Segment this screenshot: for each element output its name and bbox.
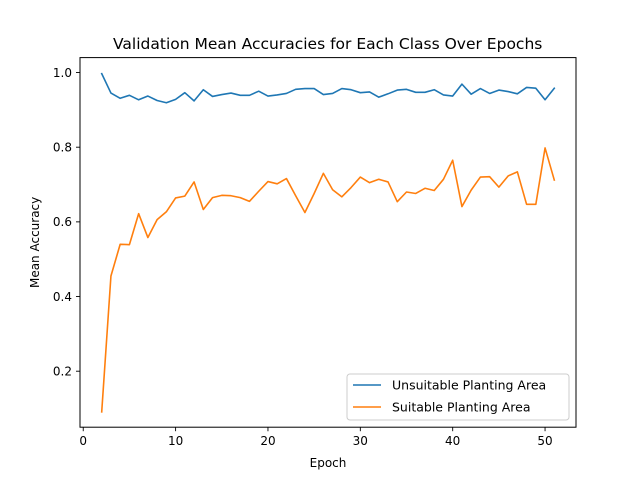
y-tick-label: 0.6 bbox=[53, 215, 72, 229]
legend-label-unsuitable: Unsuitable Planting Area bbox=[392, 378, 546, 393]
x-axis: 0 10 20 30 40 50 bbox=[79, 427, 553, 448]
series-line-unsuitable bbox=[100, 72, 556, 104]
legend-label-suitable: Suitable Planting Area bbox=[392, 400, 531, 415]
y-tick-label: 0.4 bbox=[53, 290, 72, 304]
y-tick-label: 1.0 bbox=[53, 66, 72, 80]
series-line-suitable bbox=[100, 147, 556, 413]
legend: Unsuitable Planting Area Suitable Planti… bbox=[346, 373, 570, 421]
plot-frame bbox=[79, 57, 577, 428]
x-axis-label: Epoch bbox=[310, 456, 347, 470]
legend-box bbox=[346, 373, 570, 421]
x-tick-label: 0 bbox=[79, 434, 87, 448]
y-tick-label: 0.2 bbox=[53, 365, 72, 379]
series-lines bbox=[100, 72, 556, 413]
x-tick-label: 10 bbox=[168, 434, 183, 448]
y-tick-label: 0.8 bbox=[53, 141, 72, 155]
chart-title: Validation Mean Accuracies for Each Clas… bbox=[113, 35, 542, 53]
y-axis-label: Mean Accuracy bbox=[28, 197, 42, 288]
plot-area bbox=[80, 57, 576, 428]
x-tick-label: 20 bbox=[260, 434, 275, 448]
x-tick-label: 50 bbox=[537, 434, 552, 448]
x-tick-label: 40 bbox=[445, 434, 460, 448]
y-axis: 0.2 0.4 0.6 0.8 1.0 bbox=[53, 66, 80, 379]
x-tick-label: 30 bbox=[353, 434, 368, 448]
